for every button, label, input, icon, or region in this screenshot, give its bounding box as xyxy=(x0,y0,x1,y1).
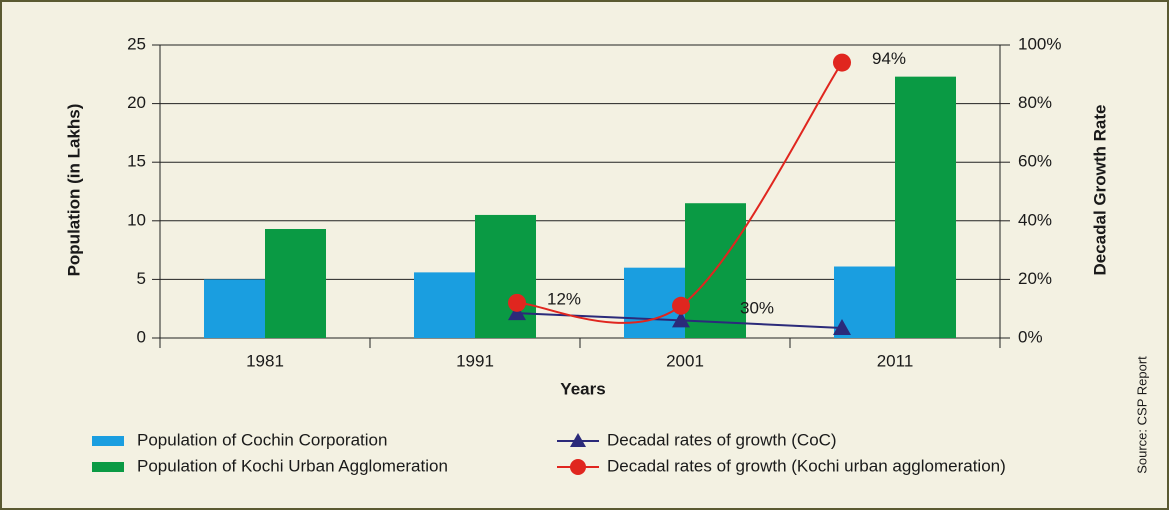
source: Source: CSP Report xyxy=(1134,356,1149,474)
y-tick-label: 5 xyxy=(137,269,146,288)
y-axis-label: Population (in Lakhs) xyxy=(64,104,83,277)
y2-tick-label: 40% xyxy=(1018,210,1052,229)
x-axis-label: Years xyxy=(560,379,605,398)
y2-axis-label: Decadal Growth Rate xyxy=(1090,105,1109,276)
bar xyxy=(265,229,326,338)
y-tick-label: 0 xyxy=(137,327,146,346)
legend-label: Population of Cochin Corporation xyxy=(137,430,387,449)
y2-tick-label: 100% xyxy=(1018,34,1061,53)
legend-label: Decadal rates of growth (Kochi urban agg… xyxy=(607,456,1006,475)
y2-tick-label: 20% xyxy=(1018,269,1052,288)
y2-tick-label: 0% xyxy=(1018,327,1043,346)
value-label: 12% xyxy=(547,289,581,308)
x-tick-label: 1991 xyxy=(456,351,494,370)
y2-tick-label: 80% xyxy=(1018,93,1052,112)
x-tick-label: 2001 xyxy=(666,351,704,370)
marker xyxy=(833,53,851,72)
x-tick-label: 2011 xyxy=(877,351,914,370)
x-tick-label: 1981 xyxy=(246,351,284,370)
legend-label: Decadal rates of growth (CoC) xyxy=(607,430,837,449)
value-label: 94% xyxy=(872,49,906,68)
bar xyxy=(895,76,956,339)
y-tick-label: 25 xyxy=(127,34,146,53)
bar xyxy=(204,279,265,338)
legend-marker xyxy=(570,433,586,447)
marker xyxy=(508,293,526,312)
marker xyxy=(672,296,690,315)
legend-swatch xyxy=(92,462,124,472)
y2-tick-label: 60% xyxy=(1018,152,1052,171)
legend-marker xyxy=(570,459,586,475)
marker xyxy=(672,311,690,328)
marker xyxy=(508,304,526,321)
y-tick-label: 20 xyxy=(127,93,146,112)
legend-label: Population of Kochi Urban Agglomeration xyxy=(137,456,448,475)
line xyxy=(516,62,843,324)
legend-swatch xyxy=(92,436,124,446)
y-tick-label: 10 xyxy=(127,210,146,229)
bar xyxy=(475,214,536,338)
marker xyxy=(833,319,851,336)
y-tick-label: 15 xyxy=(127,152,146,171)
annotation: 30% xyxy=(740,298,774,317)
bar xyxy=(414,272,475,338)
